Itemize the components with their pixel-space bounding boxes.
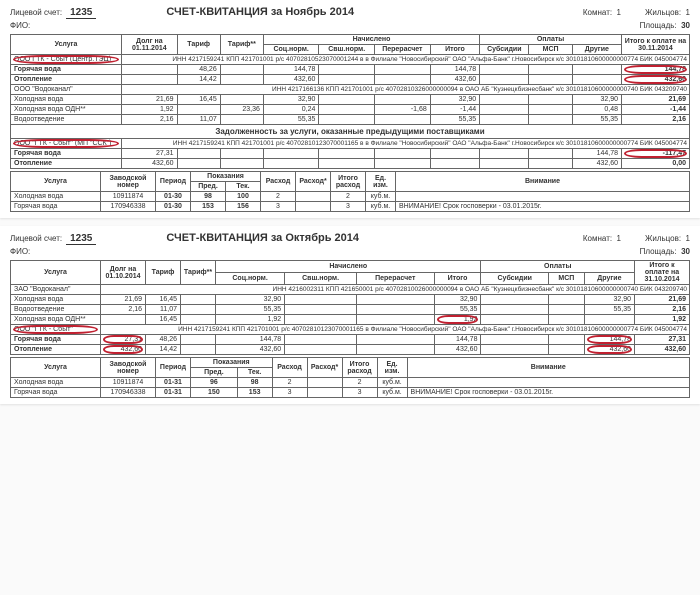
charges-table: Услуга Долг на 01.11.2014 Тариф Тариф** … (10, 34, 690, 169)
charges-table: Услуга Долг на 01.10.2014 Тариф Тариф** … (10, 260, 690, 355)
bill-header: Лицевой счет: 1235 СЧЕТ-КВИТАНЦИЯ за Окт… (10, 232, 690, 245)
table-row: Холодная вода21,6916,4532,9032,9032,9021… (11, 95, 690, 105)
fio-row: ФИО: Площадь: 30 (10, 247, 690, 256)
rooms: Комнат: 1 (583, 8, 621, 17)
area: Площадь: 30 (640, 21, 690, 30)
residents: Жильцов: 1 (645, 234, 690, 243)
meter-row: Холодная вода1091187401-309810022куб.м. (11, 192, 690, 202)
supplier-row: ООО "ГТК - Сбыт" (МП "ССК")ИНН 421715924… (11, 139, 690, 149)
table-row: Горячая вода27,31144,78-117,47 (11, 149, 690, 159)
bill-title: СЧЕТ-КВИТАНЦИЯ за Октябрь 2014 (166, 232, 359, 244)
col-payments: Оплаты (480, 35, 622, 45)
table-row: Отопление14,42432,60432,60432,60 (11, 75, 690, 85)
bill-header: Лицевой счет: 1235 СЧЕТ-КВИТАНЦИЯ за Ноя… (10, 6, 690, 19)
table-row: Холодная вода ОДН**1,9223,360,24-1,68-1,… (11, 105, 690, 115)
meter-row: Горячая вода17094633801-3015315633куб.м.… (11, 202, 690, 212)
col-topay: Итого к оплате на 30.11.2014 (622, 35, 690, 55)
bill-november: Лицевой счет: 1235 СЧЕТ-КВИТАНЦИЯ за Ноя… (0, 0, 700, 218)
supplier-row: ООО "Водоканал"ИНН 4217166136 КПП 421701… (11, 85, 690, 95)
meter-row: Горячая вода17094633801-3115015333куб.м.… (11, 388, 690, 398)
table-row: Горячая вода27,3148,26144,78144,78144,78… (11, 335, 690, 345)
meters-table: Услуга Заводской номер Период Показания … (10, 171, 690, 212)
rooms: Комнат: 1 (583, 234, 621, 243)
table-row: Водоотведение2,1611,0755,3555,3555,352,1… (11, 305, 690, 315)
table-row: Горячая вода48,26144,78144,78144,78 (11, 65, 690, 75)
table-row: Отопление432,6014,42432,60432,60432,6043… (11, 345, 690, 355)
col-accrued: Начислено (263, 35, 479, 45)
meter-row: Холодная вода1091187401-31969822куб.м. (11, 378, 690, 388)
fio-row: ФИО: Площадь: 30 (10, 21, 690, 30)
account-value: 1235 (66, 233, 96, 245)
col-debt: Долг на 01.11.2014 (122, 35, 178, 55)
supplier-row: ООО ГТК - Сбыт (Центр.ТЭЦ) ИНН 421715924… (11, 55, 690, 65)
residents: Жильцов: 1 (645, 8, 690, 17)
supplier-row: ООО "ГТК - Сбыт"ИНН 4217159241 КПП 42170… (11, 325, 690, 335)
meters-table: Услуга Заводской номер Период Показания … (10, 357, 690, 398)
col-tariff: Тариф (177, 35, 220, 55)
table-row: Холодная вода21,6916,4532,9032,9032,9021… (11, 295, 690, 305)
table-row: Отопление432,60432,600,00 (11, 159, 690, 169)
bill-october: Лицевой счет: 1235 СЧЕТ-КВИТАНЦИЯ за Окт… (0, 226, 700, 404)
account-label: Лицевой счет: (10, 8, 62, 17)
table-row: Холодная вода ОДН**16,451,921,921,92 (11, 315, 690, 325)
account-value: 1235 (66, 7, 96, 19)
supplier-row: ЗАО "Водоканал"ИНН 4216002311 КПП 421650… (11, 285, 690, 295)
col-service: Услуга (11, 35, 122, 55)
prev-suppliers-header: Задолженность за услуги, оказанные преды… (11, 125, 690, 139)
col-tariff2: Тариф** (220, 35, 263, 55)
table-row: Водоотведение2,1611,0755,3555,3555,352,1… (11, 115, 690, 125)
bill-title: СЧЕТ-КВИТАНЦИЯ за Ноябрь 2014 (166, 6, 354, 18)
